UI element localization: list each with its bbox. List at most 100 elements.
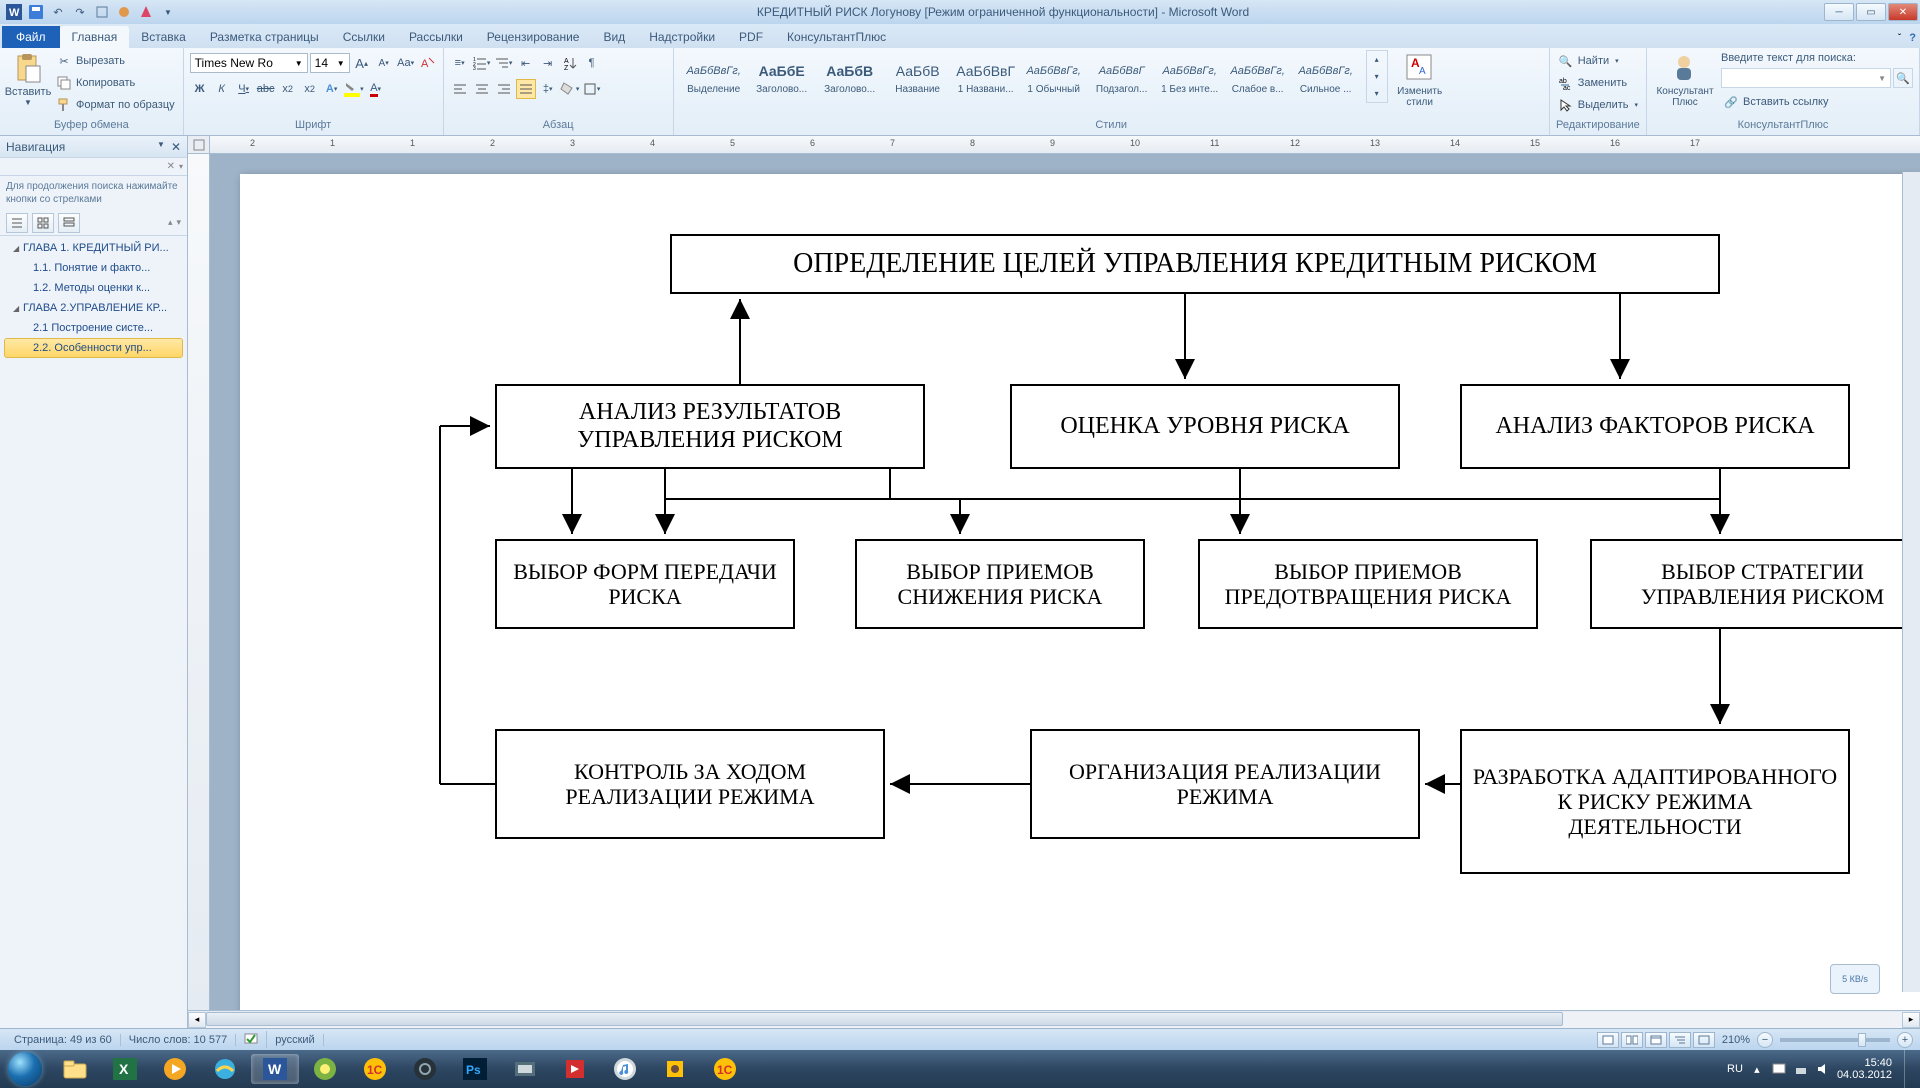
status-words[interactable]: Число слов: 10 577 [121, 1034, 236, 1046]
italic-icon[interactable]: К [212, 79, 232, 99]
status-lang[interactable]: русский [267, 1034, 323, 1046]
horizontal-scrollbar[interactable]: ◂ ▸ [188, 1010, 1920, 1028]
nav-item[interactable]: ◢ГЛАВА 2.УПРАВЛЕНИЕ КР... [4, 298, 183, 318]
select-button[interactable]: Выделить▾ [1556, 95, 1640, 115]
ribbon-tab[interactable]: Разметка страницы [198, 26, 331, 48]
hscroll-left-icon[interactable]: ◂ [188, 1012, 206, 1028]
ribbon-tab[interactable]: Вид [591, 26, 637, 48]
view-draft-icon[interactable] [1693, 1032, 1715, 1048]
style-item[interactable]: АаБбВвГг,1 Без инте... [1156, 50, 1224, 102]
styles-expand-icon[interactable]: ▾ [1367, 85, 1387, 102]
nav-item[interactable]: ◢ГЛАВА 1. КРЕДИТНЫЙ РИ... [4, 238, 183, 258]
style-item[interactable]: АаБбВвГг,Выделение [680, 50, 748, 102]
file-tab[interactable]: Файл [2, 26, 60, 48]
nav-item[interactable]: 2.1 Построение систе... [4, 318, 183, 338]
ribbon-minimize-icon[interactable]: ˇ [1894, 29, 1905, 48]
status-proof-icon[interactable] [236, 1031, 267, 1048]
nav-view-pages-icon[interactable] [32, 213, 54, 233]
nav-item[interactable]: 1.2. Методы оценки к... [4, 278, 183, 298]
word-icon[interactable]: W [4, 2, 24, 22]
font-name-combo[interactable]: Times New Ro▼ [190, 53, 308, 73]
nav-close-icon[interactable]: ✕ [171, 140, 181, 154]
align-center-icon[interactable] [472, 79, 492, 99]
ruler-corner-icon[interactable] [188, 136, 210, 153]
style-item[interactable]: АаБбЕЗаголово... [748, 50, 816, 102]
horizontal-ruler[interactable]: 211234567891011121314151617 [188, 136, 1920, 154]
indent-inc-icon[interactable]: ⇥ [538, 53, 558, 73]
help-icon[interactable]: ? [1905, 28, 1920, 48]
ribbon-tab[interactable]: Рассылки [397, 26, 475, 48]
font-color-icon[interactable]: A▾ [366, 79, 386, 99]
style-item[interactable]: АаБбВЗаголово... [816, 50, 884, 102]
ribbon-tab[interactable]: КонсультантПлюс [775, 26, 898, 48]
qa-icon-1[interactable] [92, 2, 112, 22]
ribbon-tab[interactable]: Главная [60, 26, 130, 48]
konsultant-search-input[interactable]: ▼ [1721, 68, 1891, 88]
change-styles-button[interactable]: AA Изменить стили [1392, 50, 1448, 108]
multilevel-icon[interactable]: ▾ [494, 53, 514, 73]
insert-link-button[interactable]: 🔗Вставить ссылку [1721, 92, 1913, 112]
zoom-in-icon[interactable]: + [1897, 1032, 1913, 1048]
page-viewport[interactable]: ОПРЕДЕЛЕНИЕ ЦЕЛЕЙ УПРАВЛЕНИЯ КРЕДИТНЫМ Р… [210, 154, 1920, 1010]
subscript-icon[interactable]: x2 [278, 79, 298, 99]
close-button[interactable]: ✕ [1888, 3, 1918, 21]
nav-view-results-icon[interactable] [58, 213, 80, 233]
tray-up-icon[interactable]: ▴ [1749, 1061, 1765, 1077]
zoom-slider[interactable] [1780, 1038, 1890, 1042]
vertical-scrollbar[interactable] [1902, 172, 1920, 992]
nav-prev-icon[interactable]: ▴ [168, 217, 173, 228]
grow-font-icon[interactable]: A▴ [352, 53, 372, 73]
style-item[interactable]: АаБбВНазвание [884, 50, 952, 102]
nav-item[interactable]: 1.1. Понятие и факто... [4, 258, 183, 278]
ribbon-tab[interactable]: Рецензирование [475, 26, 592, 48]
tray-lang[interactable]: RU [1727, 1063, 1743, 1075]
nav-item[interactable]: 2.2. Особенности упр... [4, 338, 183, 358]
tray-net-icon[interactable] [1793, 1061, 1809, 1077]
style-item[interactable]: АаБбВвГ1 Названи... [952, 50, 1020, 102]
style-item[interactable]: АаБбВвГг,1 Обычный [1020, 50, 1088, 102]
view-outline-icon[interactable] [1669, 1032, 1691, 1048]
paste-button[interactable]: Вставить ▼ [6, 50, 50, 107]
style-item[interactable]: АаБбВвГг,Слабое в... [1224, 50, 1292, 102]
status-page[interactable]: Страница: 49 из 60 [6, 1034, 121, 1046]
bullets-icon[interactable]: ≡▾ [450, 53, 470, 73]
clear-format-icon[interactable]: A [418, 53, 438, 73]
align-left-icon[interactable] [450, 79, 470, 99]
konsultant-button[interactable]: Консультант Плюс [1653, 50, 1717, 108]
shading-icon[interactable]: ▾ [560, 79, 580, 99]
sort-icon[interactable]: AZ [560, 53, 580, 73]
zoom-out-icon[interactable]: − [1757, 1032, 1773, 1048]
ribbon-tab[interactable]: PDF [727, 26, 775, 48]
borders-icon[interactable]: ▾ [582, 79, 602, 99]
show-desktop-button[interactable] [1904, 1050, 1914, 1088]
highlight-icon[interactable]: ▾ [344, 79, 364, 99]
bold-icon[interactable]: Ж [190, 79, 210, 99]
indent-dec-icon[interactable]: ⇤ [516, 53, 536, 73]
show-marks-icon[interactable]: ¶ [582, 53, 602, 73]
find-button[interactable]: 🔍Найти▾ [1556, 51, 1640, 71]
style-item[interactable]: АаБбВвГг,Сильное ... [1292, 50, 1360, 102]
hscroll-right-icon[interactable]: ▸ [1902, 1012, 1920, 1028]
numbering-icon[interactable]: 123▾ [472, 53, 492, 73]
nav-chev-icon[interactable]: ▾ [179, 162, 183, 171]
vertical-ruler[interactable] [188, 154, 210, 1010]
maximize-button[interactable]: ▭ [1856, 3, 1886, 21]
strike-icon[interactable]: abc [256, 79, 276, 99]
style-item[interactable]: АаБбВвГПодзагол... [1088, 50, 1156, 102]
konsultant-search-go-icon[interactable]: 🔍 [1893, 68, 1913, 88]
line-spacing-icon[interactable]: ‡▾ [538, 79, 558, 99]
font-size-combo[interactable]: 14▼ [310, 53, 350, 73]
zoom-level[interactable]: 210% [1722, 1034, 1750, 1046]
ribbon-tab[interactable]: Вставка [129, 26, 198, 48]
undo-icon[interactable]: ↶ [48, 2, 68, 22]
text-effect-icon[interactable]: A▾ [322, 79, 342, 99]
align-right-icon[interactable] [494, 79, 514, 99]
qa-icon-2[interactable] [114, 2, 134, 22]
shrink-font-icon[interactable]: A▾ [374, 53, 394, 73]
tray-vol-icon[interactable] [1815, 1061, 1831, 1077]
nav-dropdown-icon[interactable]: ▼ [157, 140, 165, 154]
view-web-icon[interactable] [1645, 1032, 1667, 1048]
change-case-icon[interactable]: Aa▾ [396, 53, 416, 73]
nav-view-headings-icon[interactable] [6, 213, 28, 233]
nav-next-icon[interactable]: ▾ [176, 217, 181, 228]
